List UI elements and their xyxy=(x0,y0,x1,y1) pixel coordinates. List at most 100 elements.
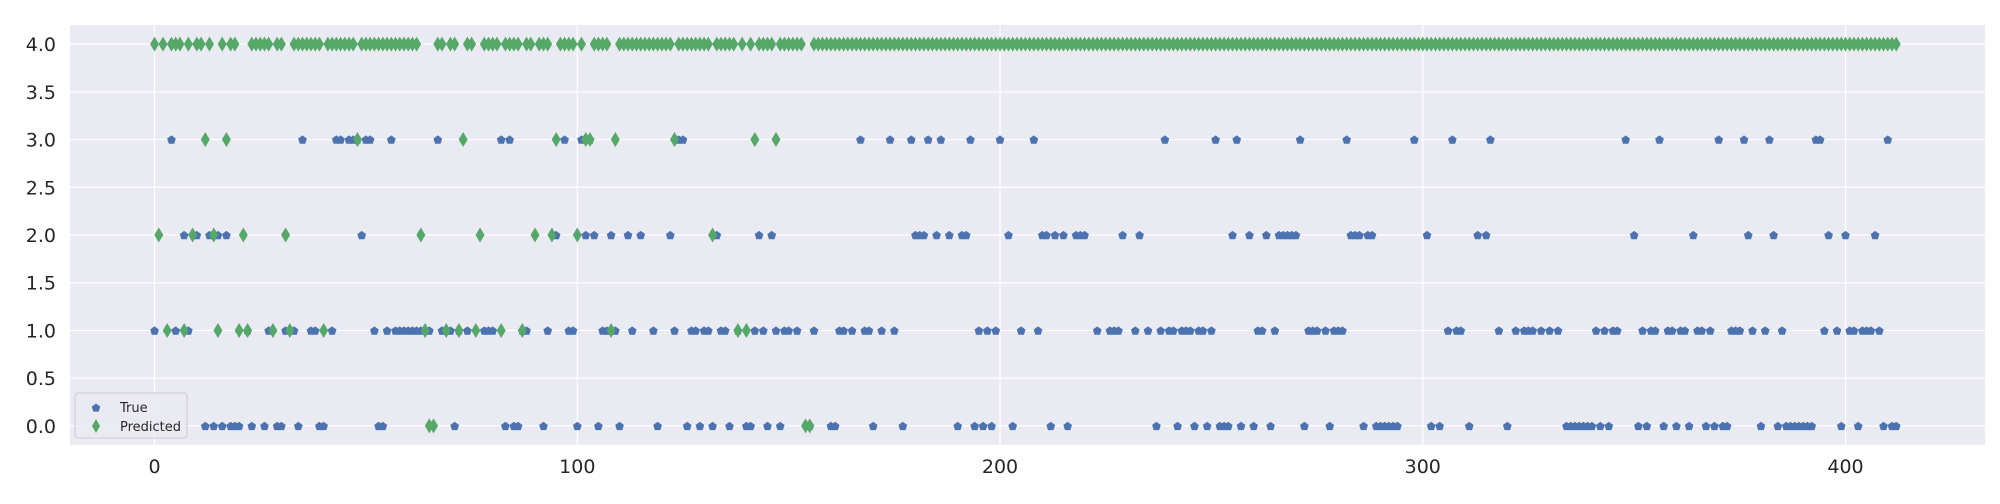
true-point xyxy=(868,421,878,431)
true-point xyxy=(234,421,244,431)
true-point xyxy=(1773,421,1783,431)
predicted-point xyxy=(348,36,358,52)
true-point xyxy=(1667,326,1677,335)
true-point xyxy=(670,326,679,335)
true-point xyxy=(293,421,303,431)
true-point xyxy=(1156,326,1165,335)
predicted-point xyxy=(526,36,536,52)
true-point xyxy=(784,326,793,335)
true-point xyxy=(1659,421,1669,431)
true-point xyxy=(877,326,886,335)
predicted-point xyxy=(450,36,460,52)
true-point xyxy=(1815,135,1825,144)
true-point xyxy=(1130,326,1140,335)
true-point xyxy=(298,135,307,144)
true-point xyxy=(978,421,988,431)
true-point xyxy=(1059,230,1068,240)
true-point xyxy=(1211,135,1220,144)
true-point xyxy=(1295,135,1305,144)
true-point xyxy=(1739,135,1749,144)
true-point xyxy=(1245,230,1254,240)
true-point xyxy=(1672,421,1681,431)
true-point xyxy=(1448,135,1457,144)
predicted-point xyxy=(670,132,680,148)
true-point xyxy=(150,326,159,335)
predicted-point xyxy=(238,227,248,243)
true-point xyxy=(222,230,231,240)
predicted-point xyxy=(602,36,612,52)
predicted-point xyxy=(585,132,595,148)
true-point xyxy=(906,135,916,144)
x-tick-label: 300 xyxy=(1405,456,1441,478)
true-point xyxy=(932,230,941,240)
y-tick-label: 4.0 xyxy=(26,34,56,56)
predicted-point xyxy=(805,418,815,434)
y-tick-label: 3.0 xyxy=(26,130,56,152)
true-point xyxy=(1486,135,1495,144)
true-point xyxy=(1883,135,1893,144)
predicted-point xyxy=(771,132,781,148)
predicted-point xyxy=(547,227,557,243)
true-point xyxy=(496,135,506,144)
predicted-point xyxy=(708,227,718,243)
true-point xyxy=(649,326,658,335)
predicted-point xyxy=(746,36,756,52)
true-point xyxy=(1891,421,1901,431)
true-point xyxy=(277,421,286,431)
predicted-point xyxy=(276,36,286,52)
predicted-point xyxy=(454,322,464,338)
predicted-point xyxy=(412,36,422,52)
true-point xyxy=(775,421,785,431)
true-point xyxy=(589,230,599,240)
true-point xyxy=(1777,326,1787,335)
true-point xyxy=(864,326,874,335)
predicted-point xyxy=(281,227,291,243)
true-point xyxy=(1033,326,1043,335)
true-point xyxy=(1545,326,1554,335)
true-point xyxy=(1190,421,1199,431)
predicted-point xyxy=(196,36,206,52)
true-point xyxy=(1152,421,1161,431)
true-point xyxy=(944,230,954,240)
true-point xyxy=(1849,326,1859,335)
true-point xyxy=(763,421,772,431)
legend: True Predicted xyxy=(74,392,188,439)
true-point xyxy=(1600,326,1609,335)
true-point xyxy=(1553,326,1563,335)
true-point xyxy=(1642,421,1652,431)
predicted-point xyxy=(471,322,481,338)
true-point xyxy=(1629,230,1639,240)
true-point xyxy=(1853,421,1863,431)
true-point xyxy=(758,326,768,335)
predicted-point xyxy=(264,36,274,52)
y-tick-label: 1.5 xyxy=(26,273,56,295)
x-tick-label: 400 xyxy=(1827,456,1863,478)
true-point xyxy=(847,326,857,335)
true-point xyxy=(1688,230,1698,240)
predicted-point xyxy=(665,36,675,52)
predicted-point xyxy=(543,36,553,52)
true-point xyxy=(1705,326,1715,335)
predicted-point xyxy=(513,36,523,52)
true-point xyxy=(1004,230,1013,240)
true-point xyxy=(1841,230,1850,240)
true-point xyxy=(378,421,388,431)
predicted-point xyxy=(188,227,198,243)
true-point xyxy=(1198,326,1208,335)
true-point xyxy=(568,326,578,335)
true-point xyxy=(970,421,979,431)
true-point xyxy=(1536,326,1546,335)
true-point xyxy=(936,135,946,144)
true-point xyxy=(217,421,227,431)
predicted-point xyxy=(741,322,751,338)
predicted-point xyxy=(420,322,430,338)
true-point xyxy=(1321,326,1330,335)
true-point xyxy=(513,421,523,431)
true-point xyxy=(209,421,219,431)
true-point xyxy=(898,421,908,431)
predicted-point xyxy=(429,418,439,434)
predicted-point xyxy=(703,36,713,52)
true-point xyxy=(627,326,637,335)
true-point xyxy=(682,421,692,431)
